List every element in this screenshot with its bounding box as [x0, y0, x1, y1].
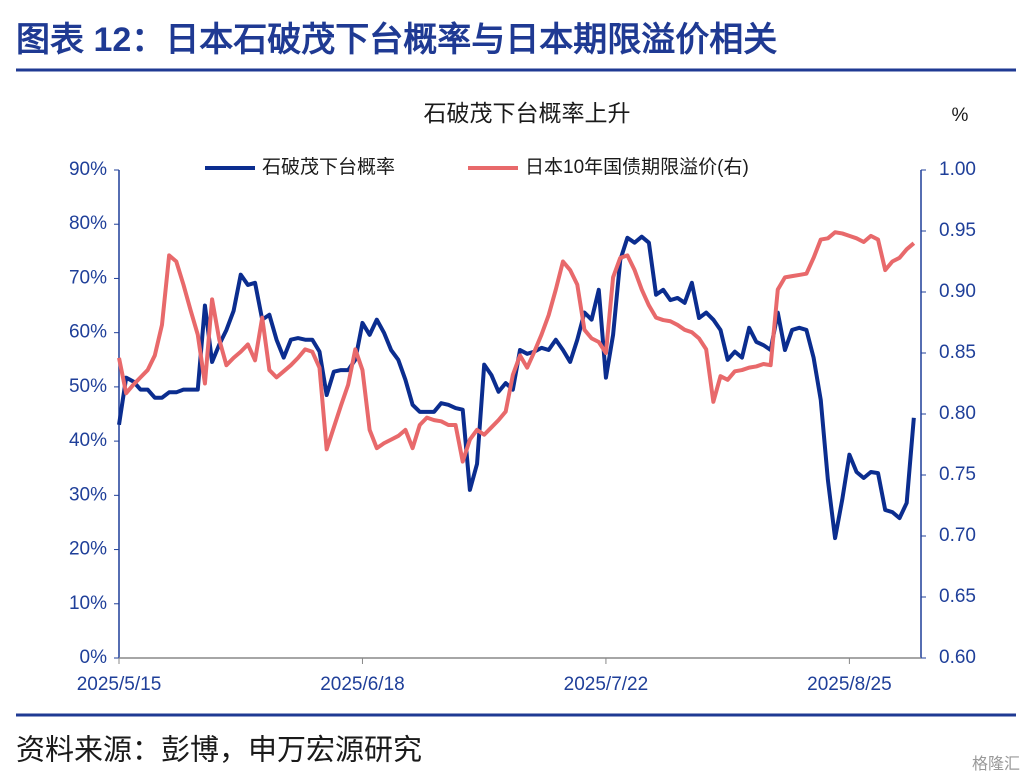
legend-label: 日本10年国债期限溢价(右)	[525, 156, 749, 178]
x-tick-label: 2025/6/18	[320, 674, 405, 695]
x-tick-label: 2025/7/22	[564, 674, 649, 695]
y-tick-label: 70%	[69, 267, 107, 288]
y-tick-label: 60%	[69, 322, 107, 343]
series-line	[117, 230, 916, 464]
y2-tick-label: 0.95	[939, 220, 976, 241]
y-tick-label: 0%	[80, 647, 108, 668]
y2-tick-label: 0.60	[939, 647, 976, 668]
y-tick-label: 40%	[69, 430, 107, 451]
footer-source: 资料来源：彭博，申万宏源研究	[16, 734, 422, 767]
watermark: 格隆汇	[972, 755, 1020, 773]
y2-tick-label: 0.85	[939, 342, 976, 363]
y2-axis-label: %	[952, 105, 969, 126]
y-tick-label: 30%	[69, 484, 107, 505]
y2-tick-label: 0.90	[939, 281, 976, 302]
y-tick-label: 90%	[69, 159, 107, 180]
x-tick-label: 2025/5/15	[77, 674, 162, 695]
header-title: 图表 12：日本石破茂下台概率与日本期限溢价相关	[16, 21, 777, 59]
y-tick-label: 80%	[69, 213, 107, 234]
y2-tick-label: 1.00	[939, 159, 976, 180]
y2-tick-label: 0.65	[939, 586, 976, 607]
chart-title: 石破茂下台概率上升	[424, 100, 631, 126]
y-tick-label: 20%	[69, 539, 107, 560]
y2-tick-label: 0.70	[939, 525, 976, 546]
legend-label: 石破茂下台概率	[262, 156, 395, 178]
series-line	[117, 234, 916, 541]
y-tick-label: 10%	[69, 593, 107, 614]
y2-tick-label: 0.75	[939, 464, 976, 485]
y2-tick-label: 0.80	[939, 403, 976, 424]
x-tick-label: 2025/8/25	[807, 674, 892, 695]
y-tick-label: 50%	[69, 376, 107, 397]
